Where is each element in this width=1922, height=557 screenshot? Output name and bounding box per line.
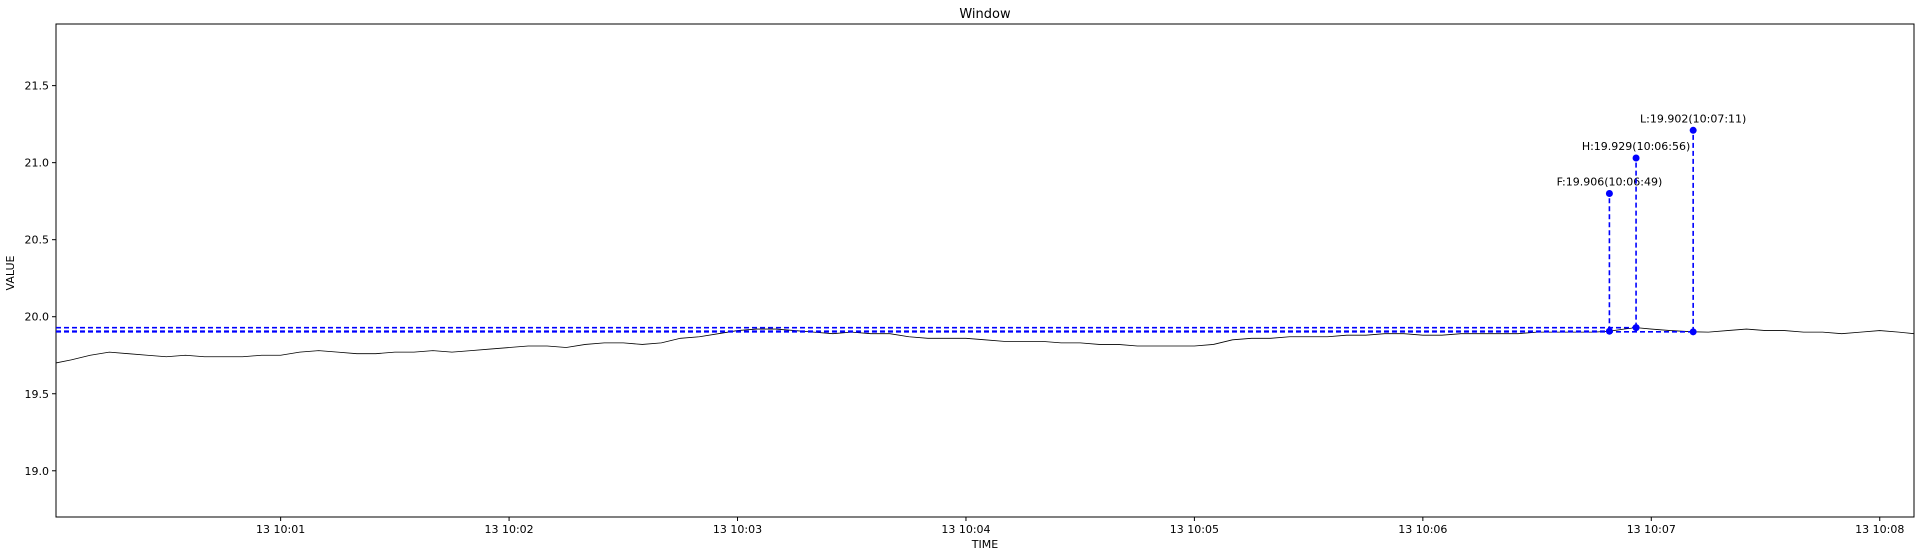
x-tick-label: 13 10:01 (256, 523, 305, 536)
y-tick-label: 19.5 (25, 388, 50, 401)
plot-area: 13 10:01 13 10:02 13 10:03 13 10:04 13 10:05… (25, 23, 1915, 536)
x-axis-label: TIME (971, 538, 998, 551)
y-axis-label: VALUE (4, 255, 17, 290)
y-tick-label: 21.0 (25, 157, 50, 170)
x-tick-label: 13 10:08 (1855, 523, 1904, 536)
x-tick-label: 13 10:02 (484, 523, 533, 536)
y-tick-label: 21.5 (25, 80, 50, 93)
marker-l-point (1689, 328, 1697, 336)
marker-l-label: L:19.902(10:07:11) (1640, 112, 1746, 125)
x-tick-label: 13 10:04 (941, 523, 990, 536)
marker-f-stem-top (1605, 189, 1613, 197)
marker-l-stem-top (1689, 126, 1697, 134)
marker-h-stem-top (1632, 154, 1640, 162)
chart-title: Window (959, 7, 1011, 22)
x-tick-label: 13 10:06 (1398, 523, 1447, 536)
marker-h-label: H:19.929(10:06:56) (1582, 140, 1690, 153)
marker-h-point (1632, 324, 1640, 332)
marker-f-label: F:19.906(10:06:49) (1557, 175, 1663, 188)
axes-frame (55, 23, 1915, 518)
y-tick-label: 19.0 (25, 465, 50, 478)
y-tick-label: 20.5 (25, 234, 50, 247)
y-tick-label: 20.0 (25, 311, 50, 324)
x-tick-label: 13 10:05 (1170, 523, 1219, 536)
series-line (55, 327, 1915, 364)
x-tick-label: 13 10:07 (1627, 523, 1676, 536)
x-tick-label: 13 10:03 (713, 523, 762, 536)
